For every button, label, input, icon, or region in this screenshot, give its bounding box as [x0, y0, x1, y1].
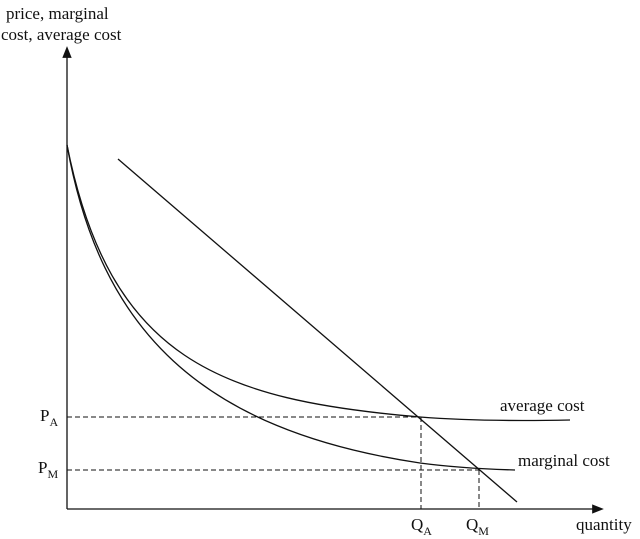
x-axis-label: quantity [576, 515, 632, 534]
price-m-label: PM [38, 458, 58, 481]
demand-line [117, 158, 518, 503]
quantity-m-label: QM [466, 515, 489, 538]
average-cost-label: average cost [500, 396, 585, 415]
marginal-cost-curve [66, 144, 516, 471]
price-a-label: PA [40, 406, 58, 429]
average-cost-curve [66, 144, 571, 422]
marginal-cost-label: marginal cost [518, 451, 610, 470]
y-axis-label-line1: price, marginal [6, 4, 109, 23]
quantity-a-label: QA [411, 515, 432, 538]
y-axis-label-line2: cost, average cost [1, 25, 122, 44]
